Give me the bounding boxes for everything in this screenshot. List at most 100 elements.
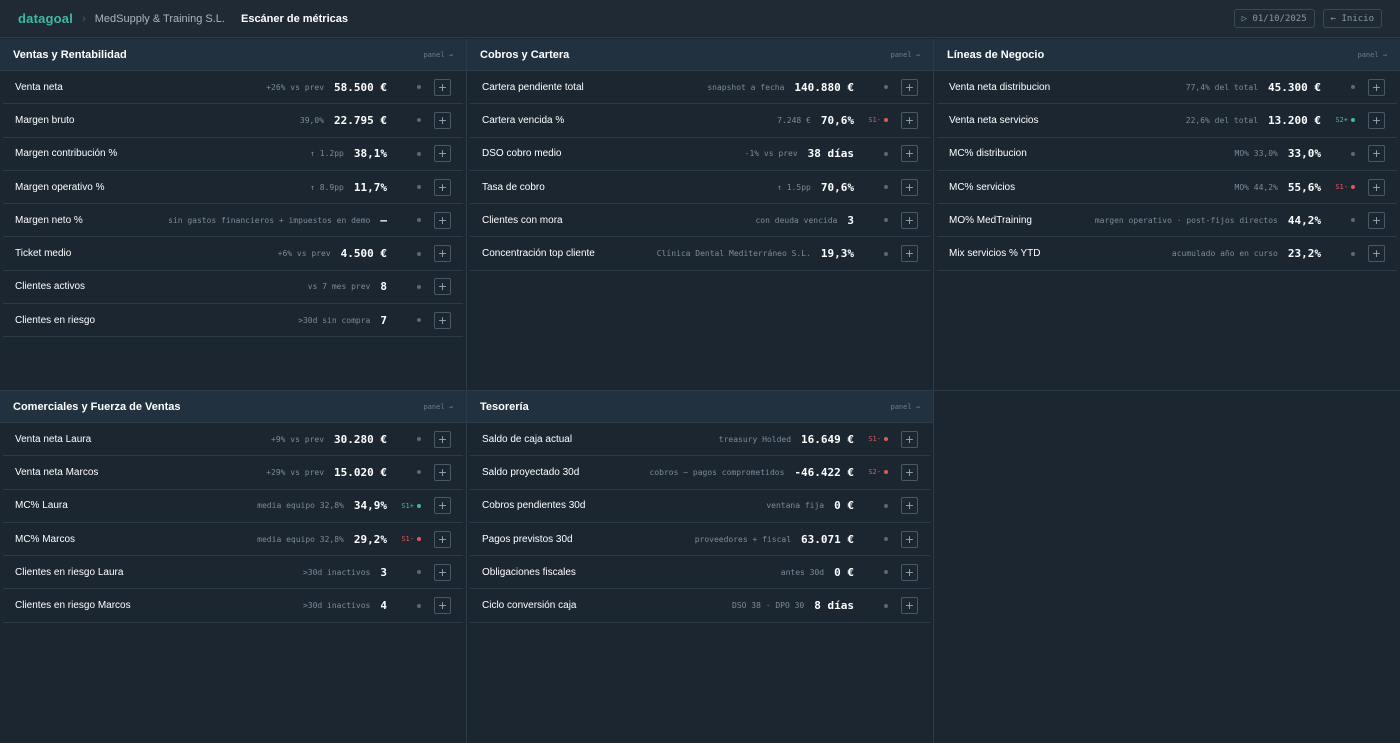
add-metric-button[interactable]: +: [901, 211, 918, 229]
add-metric-button[interactable]: +: [901, 563, 918, 581]
add-metric-button[interactable]: +: [901, 78, 918, 96]
panel-title: Líneas de Negocio: [947, 48, 1045, 61]
add-metric-button[interactable]: +: [901, 145, 918, 163]
add-metric-button[interactable]: +: [901, 430, 918, 448]
metric-row[interactable]: Clientes en riesgo Marcos >30d inactivos 4…: [3, 589, 463, 623]
add-metric-button[interactable]: +: [434, 245, 451, 263]
metric-row[interactable]: Mix servicios % YTD acumulado año en curs…: [937, 237, 1397, 271]
metric-label: MC% distribucion: [949, 148, 1027, 160]
add-metric-button[interactable]: +: [1368, 145, 1385, 163]
add-metric-button[interactable]: +: [1368, 245, 1385, 263]
brand-logo[interactable]: datagoal: [18, 11, 74, 26]
status-dot-icon: [1351, 85, 1355, 90]
add-metric-button[interactable]: +: [434, 497, 451, 515]
add-metric-button[interactable]: +: [434, 111, 451, 129]
metric-row[interactable]: Cartera pendiente total snapshot a fecha 1…: [470, 71, 930, 105]
add-metric-button[interactable]: +: [434, 430, 451, 448]
metric-row[interactable]: Ticket medio +6% vs prev 4.500 € +: [3, 237, 463, 271]
add-metric-button[interactable]: +: [1368, 111, 1385, 129]
metric-row[interactable]: Clientes activos vs 7 mes prev 8 +: [3, 271, 463, 305]
add-metric-button[interactable]: +: [434, 530, 451, 548]
metric-row[interactable]: Margen bruto 39,0% 22.795 € +: [3, 104, 463, 138]
add-metric-button[interactable]: +: [901, 530, 918, 548]
add-metric-button[interactable]: +: [434, 563, 451, 581]
metric-row[interactable]: Ciclo conversión caja DSO 38 · DPO 30 8 dí…: [470, 589, 930, 623]
metric-row[interactable]: DSO cobro medio -1% vs prev 38 días +: [470, 138, 930, 171]
panel-link[interactable]: panel →: [423, 402, 453, 411]
metric-row[interactable]: Venta neta +26% vs prev 58.500 € +: [3, 71, 463, 105]
metric-status: [862, 151, 888, 156]
metric-row[interactable]: Clientes con mora con deuda vencida 3 +: [470, 204, 930, 238]
metric-row[interactable]: Clientes en riesgo Laura >30d inactivos 3 +: [3, 556, 463, 590]
panel-ventas: Ventas y Rentabilidad panel → Venta neta +2…: [0, 39, 467, 391]
metric-row[interactable]: MC% servicios MO% 44,2% 55,6% S1- +: [937, 171, 1397, 205]
add-metric-button[interactable]: +: [434, 78, 451, 96]
metric-note: 77,4% del total: [1185, 82, 1259, 92]
metric-row[interactable]: Venta neta distribucion 77,4% del total 45…: [937, 71, 1397, 105]
metric-label: MC% Marcos: [15, 533, 76, 545]
status-dot-icon: [884, 185, 888, 190]
add-metric-button[interactable]: +: [901, 111, 918, 129]
metric-row[interactable]: Cartera vencida % 7.248 € 70,6% S1- +: [470, 104, 930, 138]
add-metric-button[interactable]: +: [901, 497, 918, 515]
metric-row[interactable]: Cobros pendientes 30d ventana fija 0 € +: [470, 490, 930, 523]
metric-row[interactable]: Concentración top cliente Clínica Dental …: [470, 237, 930, 271]
metric-value: 38,1%: [353, 147, 387, 161]
metric-status: [862, 185, 888, 190]
status-dot-icon: [417, 503, 421, 508]
metric-row[interactable]: MC% distribucion MO% 33,0% 33,0% +: [937, 138, 1397, 171]
metric-row[interactable]: Tasa de cobro ↑ 1.5pp 70,6% +: [470, 171, 930, 205]
add-metric-button[interactable]: +: [901, 597, 918, 615]
metric-label: Cartera vencida %: [482, 114, 565, 126]
add-metric-button[interactable]: +: [434, 211, 451, 229]
add-metric-button[interactable]: +: [901, 463, 918, 481]
add-metric-button[interactable]: +: [1368, 211, 1385, 229]
metric-row[interactable]: Margen contribución % ↑ 1.2pp 38,1% +: [3, 138, 463, 171]
status-label: S1-: [1335, 183, 1348, 192]
panel-link[interactable]: panel →: [890, 402, 920, 411]
status-dot-icon: [1351, 185, 1355, 190]
metric-note: 22,6% del total: [1185, 115, 1259, 125]
page-title: Escáner de métricas: [240, 12, 348, 25]
panel-link[interactable]: panel →: [1357, 50, 1387, 59]
metric-label: Cobros pendientes 30d: [482, 500, 586, 512]
add-metric-button[interactable]: +: [434, 145, 451, 163]
add-metric-button[interactable]: +: [434, 597, 451, 615]
metric-row[interactable]: Saldo proyectado 30d cobros − pagos compr…: [470, 456, 930, 490]
metric-row[interactable]: Venta neta servicios 22,6% del total 13.20…: [937, 104, 1397, 138]
panel-link[interactable]: panel →: [890, 50, 920, 59]
metric-status: [862, 85, 888, 90]
metric-row[interactable]: Clientes en riesgo >30d sin compra 7 +: [3, 304, 463, 338]
metric-row[interactable]: Margen operativo % ↑ 8.9pp 11,7% +: [3, 171, 463, 205]
status-label: S1-: [868, 116, 881, 125]
panel-title: Comerciales y Fuerza de Ventas: [13, 400, 181, 413]
metric-row[interactable]: MC% Laura media equipo 32,8% 34,9% S1+ +: [3, 490, 463, 523]
metric-note: +9% vs prev: [271, 434, 325, 444]
metric-row[interactable]: Venta neta Marcos +29% vs prev 15.020 € +: [3, 456, 463, 490]
metric-note: snapshot a fecha: [707, 82, 785, 92]
add-metric-button[interactable]: +: [901, 178, 918, 196]
status-dot-icon: [884, 437, 888, 442]
add-metric-button[interactable]: +: [434, 311, 451, 329]
breadcrumb-separator: ›: [82, 12, 86, 25]
home-button[interactable]: ← Inicio: [1322, 9, 1382, 28]
add-metric-button[interactable]: +: [434, 278, 451, 296]
metric-row[interactable]: MO% MedTraining margen operativo · post-f…: [937, 204, 1397, 238]
date-button[interactable]: ▷ 01/10/2025: [1233, 9, 1315, 28]
add-metric-button[interactable]: +: [434, 463, 451, 481]
metric-row[interactable]: Venta neta Laura +9% vs prev 30.280 € +: [3, 423, 463, 457]
add-metric-button[interactable]: +: [434, 178, 451, 196]
status-label: S1-: [868, 435, 881, 444]
add-metric-button[interactable]: +: [1368, 78, 1385, 96]
metric-row[interactable]: Pagos previstos 30d proveedores + fiscal 6…: [470, 523, 930, 557]
company-name[interactable]: MedSupply & Training S.L.: [94, 12, 225, 25]
metric-label: Venta neta: [15, 81, 63, 93]
add-metric-button[interactable]: +: [1368, 178, 1385, 196]
panel-link[interactable]: panel →: [423, 50, 453, 59]
add-metric-button[interactable]: +: [901, 245, 918, 263]
metric-row[interactable]: MC% Marcos media equipo 32,8% 29,2% S1- +: [3, 523, 463, 557]
metric-row[interactable]: Obligaciones fiscales antes 30d 0 € +: [470, 556, 930, 590]
metric-row[interactable]: Margen neto % sin gastos financieros + im…: [3, 204, 463, 238]
metric-row[interactable]: Saldo de caja actual treasury Holded 16.64…: [470, 423, 930, 457]
metric-value: 33,0%: [1287, 147, 1321, 161]
